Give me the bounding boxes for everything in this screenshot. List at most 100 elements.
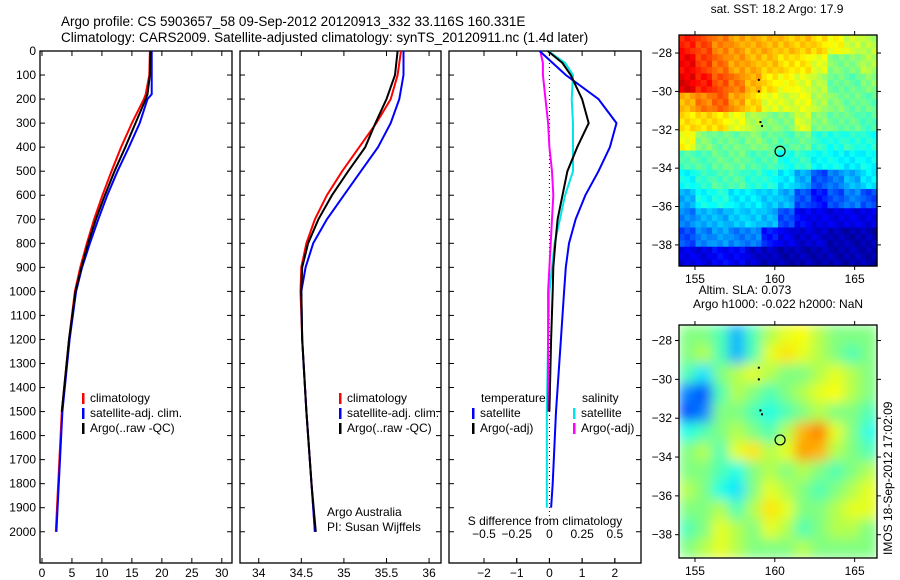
sla_map-cell — [844, 519, 862, 540]
sst_map-cell — [849, 240, 856, 248]
sst_map-cell — [794, 105, 801, 113]
sla_map-cell — [778, 538, 796, 558]
sst_map-ytick-label: −36 — [652, 200, 673, 214]
sst_map-cell — [690, 253, 697, 261]
sst_map-cell — [844, 201, 851, 209]
sst_map-cell — [822, 47, 829, 55]
sst_map-cell — [800, 35, 807, 43]
sst_map-cell — [849, 86, 856, 94]
sst_map-cell — [712, 86, 719, 94]
sst_map-cell — [695, 105, 702, 113]
sst_map-cell — [783, 118, 790, 126]
sla_map-cell — [860, 480, 877, 501]
sst_map-cell — [805, 227, 812, 235]
sst_map-cell — [728, 79, 735, 87]
sst_map-cell — [723, 47, 730, 55]
sst_map-cell — [712, 118, 719, 126]
sst_map-cell — [778, 246, 785, 254]
sla_map-cell — [827, 499, 845, 520]
sst_map-cell — [871, 221, 878, 229]
sst_map-cell — [772, 67, 779, 75]
sst_map-cell — [794, 112, 801, 120]
sst_map-cell — [860, 214, 867, 222]
sla_map-cell — [695, 363, 713, 384]
sst_map-cell — [827, 86, 834, 94]
sst_map-cell — [723, 124, 730, 132]
sst_map-cell — [860, 189, 867, 197]
sst_map-cell — [827, 201, 834, 209]
sst_map-cell — [739, 201, 746, 209]
sst_map-cell — [816, 214, 823, 222]
sst_map-cell — [838, 253, 845, 261]
sla_map-cell — [761, 422, 779, 443]
depth-tick-label: 1900 — [9, 501, 36, 515]
sst_map-cell — [805, 112, 812, 120]
sst_map-cell — [783, 79, 790, 87]
sst_map-cell — [739, 189, 746, 197]
sst_map-cell — [805, 47, 812, 55]
sst_map-cell — [789, 259, 796, 267]
sst_map-cell — [816, 118, 823, 126]
sst_map-cell — [860, 99, 867, 107]
sst_map-cell — [844, 176, 851, 184]
sst_map-cell — [871, 182, 878, 190]
sst_map-cell — [761, 118, 768, 126]
sla_map-ytick-label: −36 — [652, 489, 673, 503]
sst_map-cell — [794, 240, 801, 248]
sst_map-cell — [728, 182, 735, 190]
sst_map-cell — [778, 227, 785, 235]
sst_map-cell — [866, 240, 873, 248]
sst_map-cell — [855, 99, 862, 107]
sla_map-cell — [811, 480, 829, 501]
sst_map-cell — [866, 79, 873, 87]
sst_map-cell — [789, 176, 796, 184]
sst_map-cell — [767, 67, 774, 75]
sst_map-cell — [822, 137, 829, 145]
sst_map-cell — [844, 131, 851, 139]
sst_map-cell — [855, 214, 862, 222]
sst_map-cell — [849, 214, 856, 222]
sst_map-cell — [767, 54, 774, 62]
sst_map-cell — [800, 118, 807, 126]
sla_map-cell — [728, 344, 746, 365]
sst_map-cell — [695, 214, 702, 222]
sst_map-cell — [816, 189, 823, 197]
sst_map-cell — [761, 86, 768, 94]
sla_map-cell — [695, 325, 713, 346]
sst_map-cell — [849, 112, 856, 120]
s-difference-tick-label: 0.25 — [570, 527, 594, 541]
sst_map-cell — [827, 124, 834, 132]
sst_map-cell — [750, 163, 757, 171]
sst_map-cell — [794, 67, 801, 75]
sst_map-cell — [822, 214, 829, 222]
sst_map-cell — [701, 86, 708, 94]
sst_map-cell — [778, 105, 785, 113]
sla_map-cell — [712, 499, 730, 520]
sst_map-cell — [866, 118, 873, 126]
sla_map-cell — [728, 441, 746, 462]
sst_map-cell — [745, 73, 752, 81]
sst_map-cell — [712, 60, 719, 68]
sst_map-cell — [772, 54, 779, 62]
sst_map-cell — [794, 227, 801, 235]
sst_map-cell — [712, 221, 719, 229]
difference-panel-xtick-label: 0 — [546, 566, 553, 580]
salinity-panel-xtick-label: 35.5 — [375, 566, 399, 580]
sla_map-frame — [678, 324, 878, 559]
sst_map-cell — [734, 156, 741, 164]
sst_map-cell — [717, 112, 724, 120]
sst_map-cell — [849, 124, 856, 132]
sst_map-cell — [849, 137, 856, 145]
sst_map-cell — [778, 233, 785, 241]
sst_map-cell — [739, 182, 746, 190]
sst_map-cell — [822, 240, 829, 248]
sst_map-cell — [706, 176, 713, 184]
sst_map-cell — [717, 201, 724, 209]
sst_map-cell — [717, 124, 724, 132]
sst_map-cell — [871, 150, 878, 158]
sst_map-cell — [679, 227, 686, 235]
sst_map-cell — [800, 99, 807, 107]
sst_map-cell — [723, 60, 730, 68]
sst_map-cell — [734, 86, 741, 94]
sst_map-cell — [866, 54, 873, 62]
